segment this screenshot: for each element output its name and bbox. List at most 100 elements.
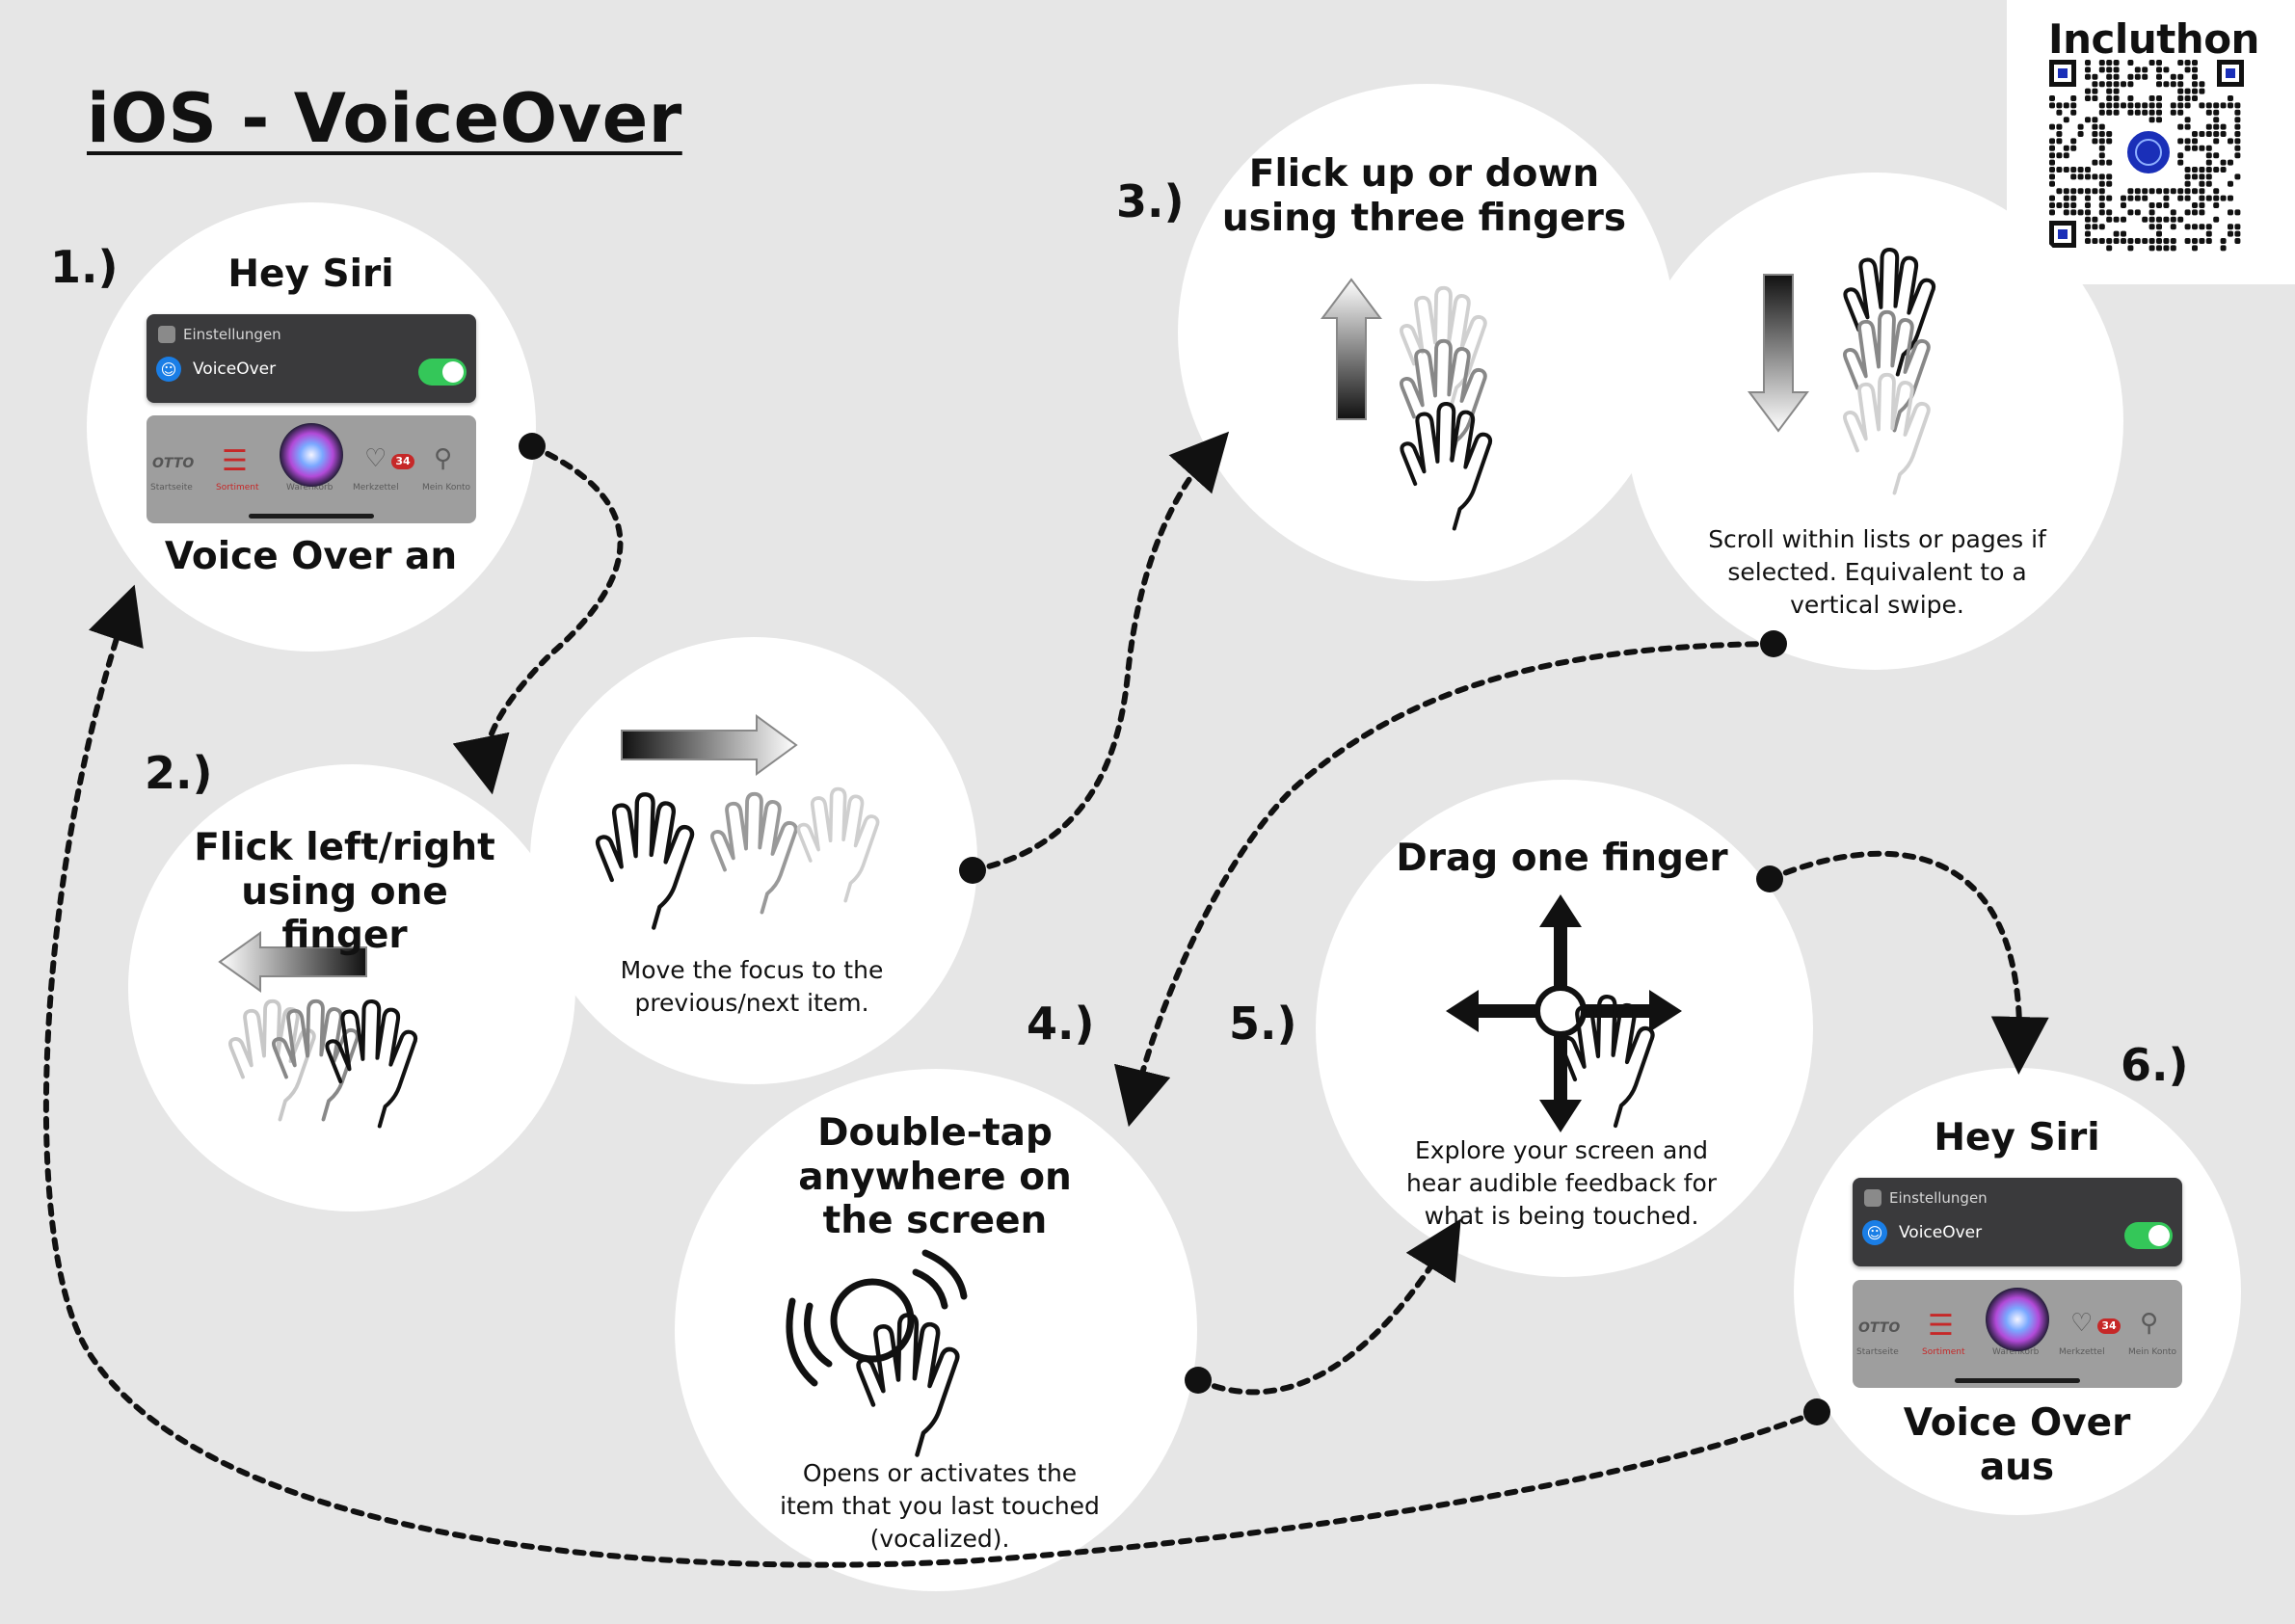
qr-module bbox=[2085, 202, 2091, 208]
voiceover-toggle[interactable] bbox=[2124, 1222, 2173, 1249]
step-number-4: 4.) bbox=[1027, 998, 1095, 1050]
qr-module bbox=[2156, 117, 2162, 123]
qr-module bbox=[2192, 131, 2198, 137]
qr-module bbox=[2184, 138, 2191, 145]
qr-module bbox=[2156, 238, 2162, 244]
qr-module bbox=[2184, 188, 2191, 195]
qr-module bbox=[2163, 216, 2170, 223]
tab-warenkorb[interactable]: Warenkorb bbox=[286, 483, 334, 493]
qr-module bbox=[2177, 88, 2184, 94]
badge-count: 34 bbox=[391, 454, 414, 469]
qr-module bbox=[2177, 195, 2184, 201]
qr-module bbox=[2049, 209, 2055, 216]
qr-module bbox=[2205, 152, 2212, 159]
qr-module bbox=[2106, 81, 2113, 88]
qr-module bbox=[2184, 60, 2191, 66]
tab-startseite[interactable]: Startseite bbox=[150, 483, 193, 493]
qr-module bbox=[2127, 209, 2134, 216]
qr-module bbox=[2205, 224, 2212, 230]
qr-module bbox=[2142, 238, 2148, 244]
qr-module bbox=[2177, 138, 2184, 145]
tab-mein-konto[interactable]: Mein Konto bbox=[422, 483, 471, 493]
qr-module bbox=[2113, 95, 2120, 101]
qr-module bbox=[2070, 95, 2077, 101]
qr-module bbox=[2199, 180, 2205, 187]
qr-module bbox=[2220, 245, 2227, 252]
qr-module bbox=[2056, 202, 2063, 208]
qr-module bbox=[2113, 230, 2120, 237]
arrow-down-icon bbox=[1748, 274, 1809, 433]
qr-module bbox=[2156, 60, 2162, 66]
qr-module bbox=[2213, 109, 2220, 116]
qr-module bbox=[2127, 195, 2134, 201]
qr-module bbox=[2098, 81, 2105, 88]
qr-module bbox=[2092, 73, 2098, 80]
tab-warenkorb[interactable]: Warenkorb bbox=[1992, 1347, 2040, 1357]
qr-module bbox=[2184, 167, 2191, 173]
qr-module bbox=[2213, 188, 2220, 195]
qr-module bbox=[2205, 167, 2212, 173]
qr-module bbox=[2098, 159, 2105, 166]
qr-module bbox=[2199, 102, 2205, 109]
qr-module bbox=[2106, 216, 2113, 223]
siri-orb-icon[interactable] bbox=[1986, 1288, 2049, 1351]
qr-module bbox=[2113, 60, 2120, 66]
tab-mein-konto[interactable]: Mein Konto bbox=[2128, 1347, 2177, 1357]
step1-heading: Hey Siri bbox=[227, 253, 394, 296]
qr-module bbox=[2234, 102, 2241, 109]
qr-module bbox=[2070, 109, 2077, 116]
circle-step3b bbox=[1626, 173, 2123, 670]
qr-module bbox=[2127, 95, 2134, 101]
qr-module bbox=[2142, 109, 2148, 116]
qr-module bbox=[2220, 167, 2227, 173]
qr-module bbox=[2177, 188, 2184, 195]
qr-module bbox=[2205, 230, 2212, 237]
qr-module bbox=[2205, 109, 2212, 116]
qr-module bbox=[2098, 109, 2105, 116]
qr-module bbox=[2156, 67, 2162, 73]
step6-caption: Voice Over aus bbox=[1903, 1401, 2131, 1489]
step-number-2: 2.) bbox=[145, 747, 213, 799]
qr-module bbox=[2192, 188, 2198, 195]
qr-module bbox=[2142, 216, 2148, 223]
tab-startseite[interactable]: Startseite bbox=[1856, 1347, 1899, 1357]
tab-merkzettel[interactable]: Merkzettel bbox=[353, 483, 399, 493]
voiceover-toggle[interactable] bbox=[418, 359, 467, 386]
siri-orb-icon[interactable] bbox=[280, 423, 343, 487]
qr-module bbox=[2098, 202, 2105, 208]
qr-module bbox=[2234, 173, 2241, 180]
qr-module bbox=[2192, 138, 2198, 145]
qr-module bbox=[2106, 138, 2113, 145]
qr-module bbox=[2106, 102, 2113, 109]
qr-module bbox=[2184, 145, 2191, 151]
qr-module bbox=[2121, 216, 2126, 223]
tab-merkzettel[interactable]: Merkzettel bbox=[2059, 1347, 2105, 1357]
qr-module bbox=[2199, 224, 2205, 230]
qr-module bbox=[2070, 209, 2077, 216]
qr-module bbox=[2228, 180, 2233, 187]
tab-sortiment[interactable]: Sortiment bbox=[1922, 1347, 1965, 1357]
qr-module bbox=[2085, 67, 2091, 73]
qr-module bbox=[2234, 117, 2241, 123]
tab-sortiment[interactable]: Sortiment bbox=[216, 483, 259, 493]
qr-module bbox=[2056, 131, 2063, 137]
qr-module bbox=[2098, 138, 2105, 145]
qr-module bbox=[2199, 145, 2205, 151]
qr-module bbox=[2156, 102, 2162, 109]
qr-module bbox=[2063, 188, 2069, 195]
qr-module bbox=[2127, 109, 2134, 116]
qr-module bbox=[2134, 195, 2141, 201]
qr-module bbox=[2228, 230, 2233, 237]
qr-module bbox=[2220, 131, 2227, 137]
gear-icon bbox=[1864, 1189, 1881, 1207]
qr-module bbox=[2192, 209, 2198, 216]
voiceover-label: VoiceOver bbox=[1899, 1223, 1983, 1242]
qr-module bbox=[2134, 67, 2141, 73]
qr-module bbox=[2070, 173, 2077, 180]
siri-tabbar-card: OTTO Startseite Sortiment Warenkorb Merk… bbox=[147, 415, 476, 523]
qr-module bbox=[2170, 102, 2176, 109]
qr-module bbox=[2199, 195, 2205, 201]
qr-module bbox=[2199, 167, 2205, 173]
step3-description: Scroll within lists or pages if selected… bbox=[1708, 525, 2046, 619]
qr-module bbox=[2092, 95, 2098, 101]
